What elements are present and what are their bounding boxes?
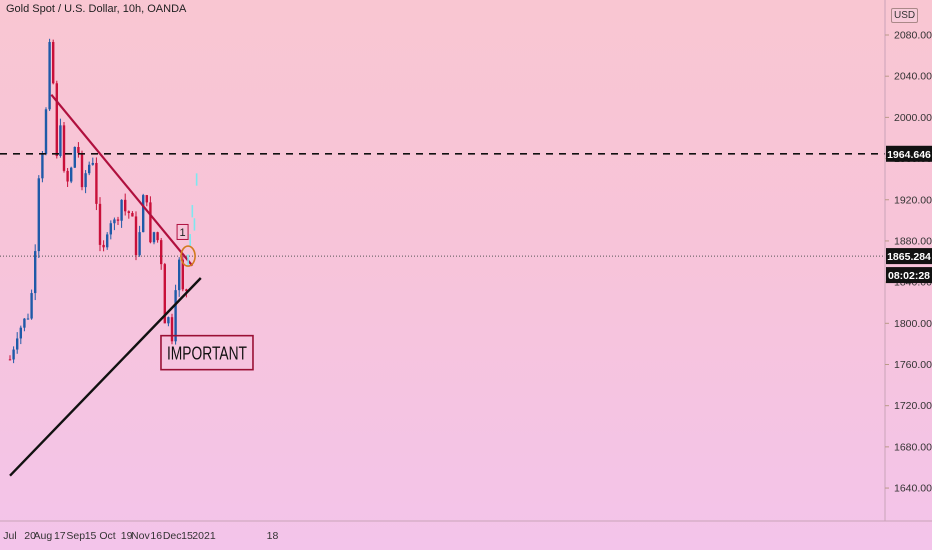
important-label: IMPORTANT bbox=[167, 344, 247, 364]
candle bbox=[174, 284, 177, 345]
candle bbox=[142, 193, 145, 233]
candle bbox=[84, 170, 87, 194]
x-tick-label: Nov bbox=[131, 530, 150, 542]
candle bbox=[52, 39, 55, 85]
candle bbox=[160, 237, 163, 270]
candle bbox=[109, 220, 112, 240]
countdown-tag bbox=[886, 267, 932, 284]
candle bbox=[26, 313, 30, 320]
candle bbox=[138, 225, 141, 257]
candle bbox=[41, 150, 44, 183]
x-tick-label: 19 bbox=[121, 530, 133, 542]
candle bbox=[124, 193, 127, 216]
candle bbox=[102, 240, 105, 252]
candle bbox=[152, 231, 156, 245]
candle bbox=[66, 168, 69, 187]
candle bbox=[156, 231, 159, 243]
y-tick-label: 1760.000 bbox=[894, 359, 932, 371]
y-tick-label: 1680.000 bbox=[894, 441, 932, 453]
x-tick-label: Oct bbox=[99, 530, 115, 542]
candle bbox=[178, 257, 181, 297]
candle bbox=[12, 346, 15, 364]
marker-box bbox=[176, 223, 189, 240]
candle bbox=[170, 313, 174, 345]
uptrend-line[interactable] bbox=[9, 277, 202, 477]
candle bbox=[80, 150, 84, 191]
chart-title: Gold Spot / U.S. Dollar, 10h, OANDA bbox=[6, 3, 187, 15]
y-tick-label: 1920.000 bbox=[894, 194, 932, 206]
x-tick-label: 15 bbox=[85, 530, 97, 542]
candle bbox=[77, 142, 80, 158]
y-tick-label: 1720.000 bbox=[894, 400, 932, 412]
x-tick-label: 18 bbox=[267, 530, 279, 542]
candle bbox=[116, 216, 120, 225]
countdown-label: 08:02:28 bbox=[888, 270, 930, 282]
candle bbox=[55, 80, 58, 159]
marker-label: 1 bbox=[180, 227, 186, 239]
y-tick-label: 2080.000 bbox=[894, 30, 932, 42]
candlestick-series bbox=[8, 38, 188, 364]
candle bbox=[167, 316, 170, 327]
candle bbox=[8, 355, 12, 361]
x-tick-label: Aug bbox=[34, 530, 53, 542]
resistance-price-tag bbox=[886, 145, 932, 162]
x-tick-label: 2021 bbox=[192, 530, 216, 542]
candle bbox=[59, 118, 62, 158]
y-tick-label: 2040.000 bbox=[894, 71, 932, 83]
candle bbox=[37, 175, 40, 258]
candle bbox=[34, 244, 37, 301]
candle bbox=[113, 217, 116, 231]
y-tick-label: 1880.000 bbox=[894, 235, 932, 247]
candle bbox=[163, 262, 166, 324]
candle bbox=[30, 289, 33, 320]
candle bbox=[98, 197, 102, 252]
downtrend-line[interactable] bbox=[50, 94, 194, 267]
candle bbox=[23, 318, 26, 332]
candle bbox=[73, 146, 76, 169]
candle bbox=[48, 38, 51, 111]
candle bbox=[134, 211, 138, 261]
y-tick-label: 2000.000 bbox=[894, 112, 932, 124]
candle bbox=[70, 166, 73, 184]
candle bbox=[127, 210, 130, 219]
breakout-circle bbox=[180, 245, 196, 267]
x-tick-label: 20 bbox=[24, 530, 36, 542]
current-price-label: 1865.284 bbox=[887, 251, 931, 263]
x-tick-label: 15 bbox=[181, 530, 193, 542]
candle bbox=[131, 211, 134, 217]
x-tick-label: 16 bbox=[150, 530, 162, 542]
x-tick-label: Sep bbox=[66, 530, 85, 542]
candle bbox=[106, 232, 109, 250]
candle bbox=[91, 157, 94, 166]
y-tick-label: 1800.000 bbox=[894, 318, 932, 330]
x-tick-label: Jul bbox=[3, 530, 16, 542]
candle bbox=[120, 199, 123, 228]
candle bbox=[19, 325, 22, 345]
candle bbox=[88, 161, 91, 176]
x-tick-label: 17 bbox=[54, 530, 66, 542]
trendlines bbox=[0, 94, 885, 477]
candle bbox=[16, 332, 19, 354]
candle bbox=[44, 107, 48, 156]
y-tick-label: 1640.000 bbox=[894, 483, 932, 495]
candle bbox=[95, 157, 98, 211]
candle bbox=[145, 194, 148, 207]
x-tick-label: Dec bbox=[163, 530, 182, 542]
current-price-tag bbox=[886, 248, 932, 265]
candle bbox=[62, 121, 66, 173]
resistance-price-label: 1964.646 bbox=[887, 149, 931, 161]
currency-selector[interactable]: USD bbox=[891, 8, 919, 23]
candle bbox=[149, 196, 152, 244]
important-box bbox=[160, 334, 254, 371]
projection-path bbox=[187, 173, 198, 267]
